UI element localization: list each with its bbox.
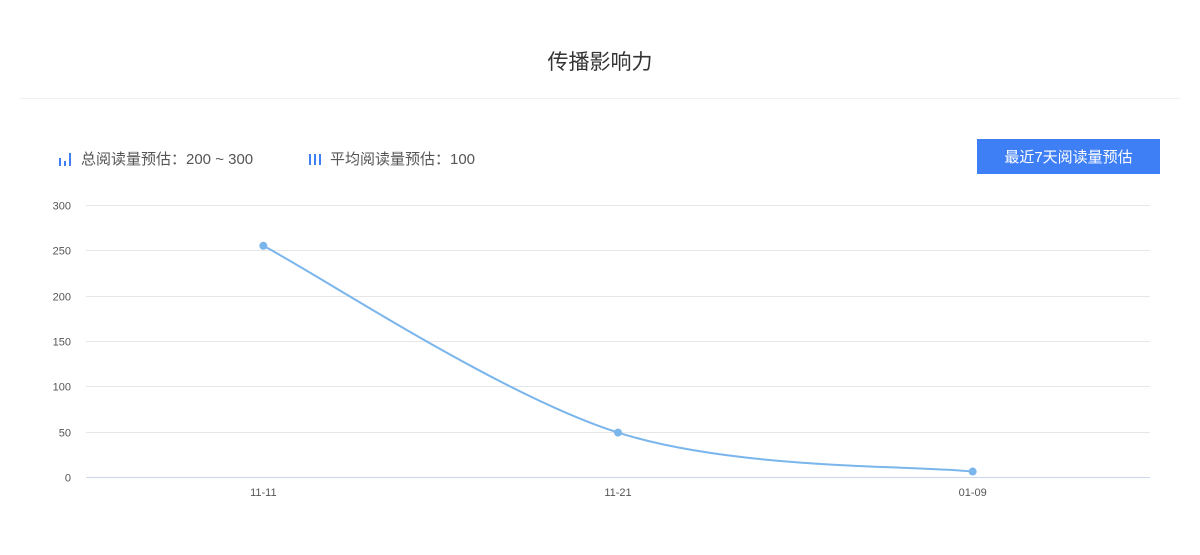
- y-tick-label: 150: [53, 337, 71, 349]
- y-tick-label: 300: [53, 201, 71, 213]
- y-tick-label: 200: [53, 292, 71, 304]
- y-tick-label: 0: [65, 473, 71, 485]
- page-title: 传播影响力: [547, 51, 653, 74]
- data-point: [259, 241, 268, 250]
- y-tick-label: 50: [59, 428, 71, 440]
- average-reads-stat: 平均阅读量预估：100: [308, 148, 475, 169]
- bar-chart-icon: [59, 152, 71, 166]
- recent-7-days-button[interactable]: 最近7天阅读量预估: [977, 139, 1160, 174]
- columns-icon: [309, 153, 321, 165]
- y-tick-label: 100: [53, 382, 71, 394]
- total-reads-label: 总阅读量预估：200 ~ 300: [81, 151, 254, 168]
- x-tick-label: 01-09: [959, 487, 987, 499]
- series-line: [262, 244, 973, 473]
- data-point: [968, 467, 977, 476]
- x-tick-label: 11-11: [250, 487, 277, 499]
- y-tick-label: 250: [53, 246, 71, 258]
- total-reads-stat: 总阅读量预估：200 ~ 300: [59, 148, 253, 169]
- x-tick-label: 11-21: [604, 487, 631, 499]
- data-point: [614, 428, 622, 437]
- divider: [20, 98, 1180, 99]
- average-reads-label: 平均阅读量预估：100: [330, 151, 476, 168]
